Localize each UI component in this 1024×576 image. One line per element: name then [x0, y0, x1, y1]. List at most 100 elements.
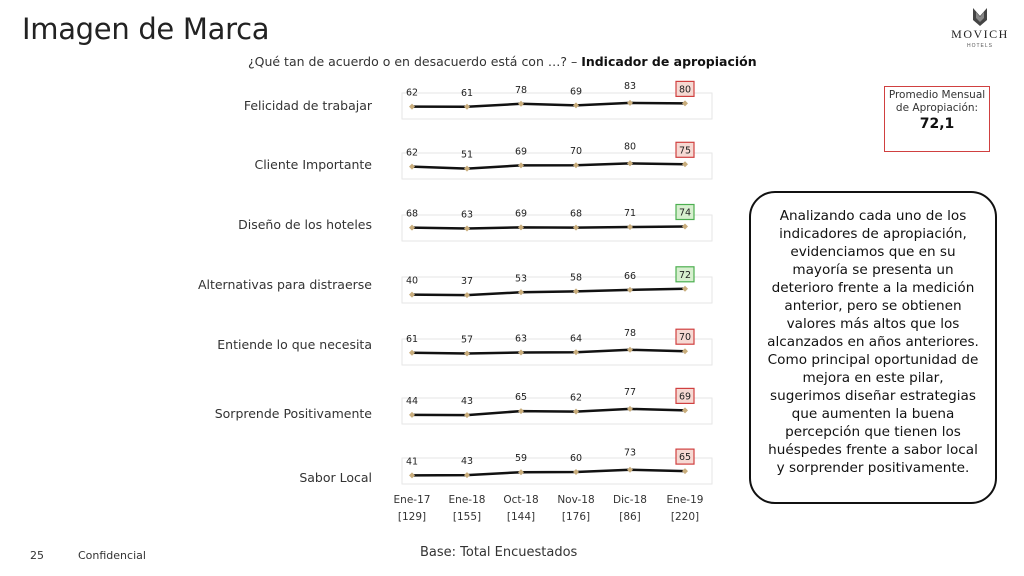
data-label: 72: [679, 270, 691, 281]
data-point: [627, 224, 633, 230]
x-tick-label: Ene-18: [449, 494, 486, 506]
data-point: [573, 349, 579, 356]
data-label: 75: [679, 145, 691, 156]
data-point: [627, 286, 633, 293]
data-point: [682, 161, 688, 168]
data-label: 65: [679, 452, 691, 463]
data-point: [464, 472, 470, 479]
data-point: [627, 99, 633, 106]
data-point: [464, 292, 470, 299]
series-line: [411, 407, 686, 417]
data-label: 83: [624, 81, 636, 92]
data-label: 78: [515, 85, 527, 96]
data-point: [518, 162, 524, 169]
data-point: [518, 289, 524, 296]
data-label: 65: [515, 392, 527, 403]
series-band: [401, 92, 713, 120]
average-value: 72,1: [919, 116, 955, 132]
data-label: 37: [461, 276, 473, 287]
x-tick-label: Dic-18: [613, 494, 647, 506]
base-count-label: [129]: [398, 511, 426, 523]
data-point: [409, 163, 415, 170]
data-point: [573, 288, 579, 295]
series-band: [401, 152, 713, 180]
series-line: [411, 225, 686, 230]
series-band: [401, 397, 713, 425]
data-label: 74: [679, 208, 691, 219]
data-point: [682, 468, 688, 475]
average-label: Promedio Mensual de Apropiación:: [888, 89, 986, 114]
row-label: Diseño de los hoteles: [238, 217, 372, 232]
base-count-label: [155]: [453, 511, 481, 523]
series-band: [401, 457, 713, 485]
data-label: 62: [406, 148, 418, 159]
data-point: [409, 472, 415, 479]
data-label: 71: [624, 208, 636, 219]
row-label: Sorprende Positivamente: [214, 406, 372, 421]
data-point: [518, 408, 524, 415]
data-point: [627, 405, 633, 412]
data-label: 57: [461, 335, 473, 346]
data-point: [518, 224, 524, 231]
data-label: 60: [570, 453, 582, 464]
data-label: 73: [624, 448, 636, 459]
data-point: [464, 225, 470, 232]
brand-sub: HOTELS: [967, 43, 993, 49]
row-label: Cliente Importante: [254, 157, 372, 172]
page-title: Imagen de Marca: [22, 12, 270, 46]
data-label: 62: [570, 393, 582, 404]
highlight-box: [675, 203, 695, 221]
data-point: [682, 223, 688, 230]
x-tick-label: Nov-18: [557, 494, 594, 506]
data-point: [573, 469, 579, 475]
data-label: 63: [515, 334, 527, 345]
data-label: 61: [406, 334, 418, 345]
data-point: [518, 469, 524, 476]
data-point: [518, 349, 524, 356]
data-point: [627, 346, 633, 353]
series-line: [411, 348, 686, 355]
data-point: [464, 103, 470, 110]
series-line: [411, 468, 686, 477]
data-label: 70: [570, 146, 582, 157]
logo-mark-icon: [973, 8, 987, 26]
data-label: 69: [570, 86, 582, 97]
analysis-note: Analizando cada uno de los indicadores d…: [749, 191, 997, 504]
data-point: [682, 100, 688, 107]
base-count-label: [220]: [671, 511, 699, 523]
row-label: Entiende lo que necesita: [217, 337, 372, 352]
highlight-box: [675, 448, 695, 465]
data-point: [464, 165, 470, 172]
data-label: 78: [624, 328, 636, 339]
data-label: 59: [515, 453, 527, 464]
highlight-box: [675, 328, 695, 345]
data-label: 43: [461, 456, 473, 467]
data-point: [627, 160, 633, 167]
row-label: Sabor Local: [299, 470, 372, 485]
data-label: 64: [570, 333, 582, 344]
data-point: [682, 348, 688, 355]
data-point: [409, 291, 415, 298]
data-point: [409, 103, 415, 110]
data-point: [464, 350, 470, 357]
base-count-label: [86]: [619, 511, 641, 523]
brand-logo: MOVICH HOTELS: [951, 8, 1007, 49]
x-tick-label: Ene-17: [394, 494, 431, 506]
series-line: [411, 287, 686, 297]
series-band: [401, 338, 713, 366]
question-text: ¿Qué tan de acuerdo o en desacuerdo está…: [248, 54, 757, 69]
data-label: 80: [624, 141, 636, 152]
base-count-label: [176]: [562, 511, 590, 523]
data-label: 43: [461, 396, 473, 407]
data-point: [409, 411, 415, 418]
data-label: 69: [515, 208, 527, 219]
average-box: Promedio Mensual de Apropiación: 72,1: [884, 86, 990, 152]
data-point: [682, 285, 688, 292]
series-band: [401, 276, 713, 304]
data-point: [627, 466, 633, 473]
data-label: 58: [570, 272, 582, 283]
base-note: Base: Total Encuestados: [420, 545, 578, 560]
data-label: 66: [624, 271, 636, 282]
data-point: [573, 224, 579, 231]
